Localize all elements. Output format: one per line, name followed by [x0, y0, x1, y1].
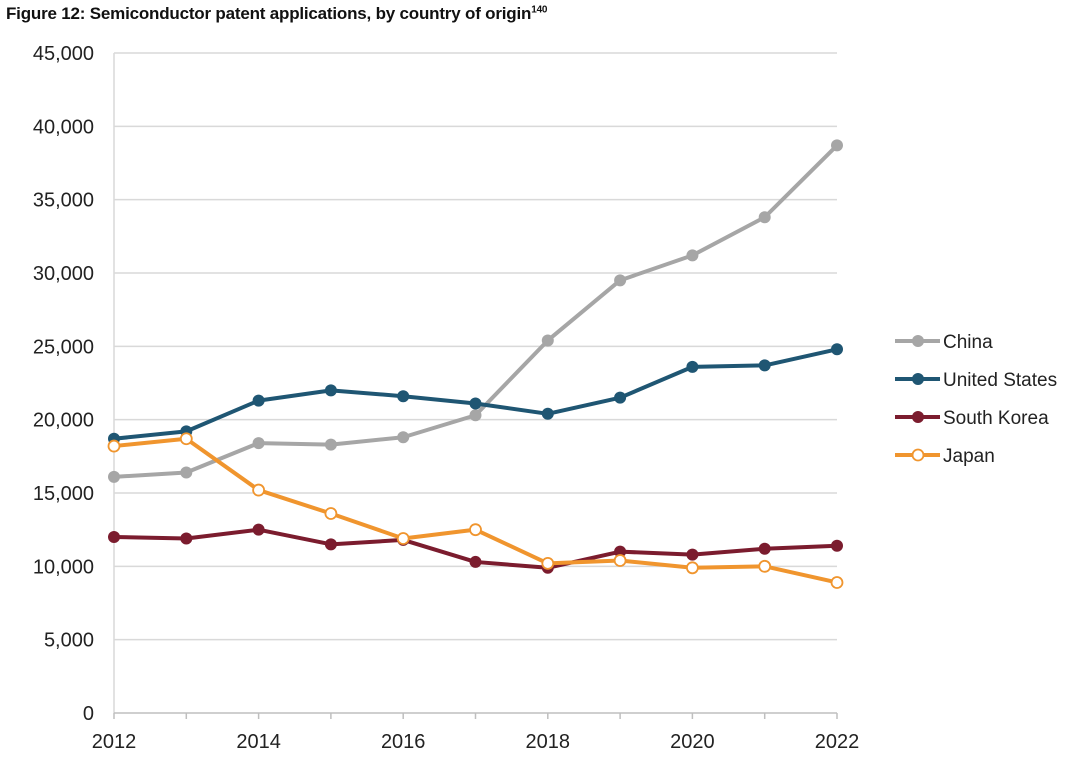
y-tick-label: 35,000	[33, 190, 94, 212]
x-tick-label: 2014	[236, 731, 281, 753]
data-point-china	[541, 334, 554, 347]
x-tick-label: 2020	[670, 731, 715, 753]
data-point-south-korea	[831, 539, 843, 552]
x-tick-label: 2012	[92, 731, 137, 753]
y-tick-label: 30,000	[33, 263, 94, 285]
data-point-south-korea	[324, 538, 337, 551]
x-tick-label: 2018	[526, 731, 571, 753]
data-point-china	[831, 139, 843, 152]
x-tick-label: 2016	[381, 731, 426, 753]
data-point-south-korea	[686, 548, 699, 561]
legend-label-japan: Japan	[943, 446, 995, 467]
data-point-japan	[830, 576, 844, 589]
data-point-south-korea	[469, 555, 482, 568]
y-tick-label: 20,000	[33, 410, 94, 432]
data-point-south-korea	[758, 542, 771, 555]
legend-marker-japan	[911, 448, 925, 462]
data-point-south-korea	[180, 532, 193, 545]
data-point-japan	[396, 532, 410, 545]
data-point-japan	[686, 561, 699, 575]
legend-label-china: China	[943, 332, 993, 353]
y-tick-label: 45,000	[33, 43, 94, 65]
data-point-japan	[469, 523, 482, 537]
y-tick-label: 25,000	[33, 336, 94, 358]
chart-title: Figure 12: Semiconductor patent applicat…	[6, 4, 547, 24]
data-point-china	[108, 470, 120, 483]
x-tick-label: 2022	[815, 731, 860, 753]
data-point-south-korea	[252, 523, 265, 536]
y-tick-label: 10,000	[33, 556, 94, 578]
data-point-japan	[613, 554, 627, 567]
y-tick-label: 40,000	[33, 116, 94, 138]
chart-title-text: Figure 12: Semiconductor patent applicat…	[6, 4, 532, 23]
data-point-south-korea	[108, 531, 120, 543]
legend-marker-united-states	[912, 373, 924, 385]
data-point-china	[758, 211, 771, 224]
data-point-united-states	[324, 384, 337, 397]
data-point-china	[614, 274, 627, 287]
data-point-japan	[107, 439, 121, 453]
series-line-china	[113, 143, 839, 479]
series-line-united-states	[113, 347, 838, 441]
data-point-united-states	[758, 359, 771, 372]
data-point-china	[686, 249, 699, 262]
data-point-china	[397, 431, 410, 444]
title-footnote: 140	[531, 4, 548, 16]
data-point-united-states	[831, 343, 843, 356]
data-point-japan	[758, 559, 772, 573]
data-point-china	[252, 437, 265, 450]
data-point-china	[180, 466, 193, 479]
data-point-united-states	[541, 407, 554, 420]
data-point-united-states	[252, 394, 265, 407]
data-point-japan	[179, 432, 193, 446]
data-point-south-korea	[614, 545, 627, 558]
data-point-china	[324, 438, 337, 451]
data-point-united-states	[686, 360, 699, 373]
y-tick-label: 5,000	[44, 630, 94, 652]
legend-label-south-korea: South Korea	[943, 408, 1049, 429]
data-point-japan	[541, 557, 555, 570]
data-point-united-states	[614, 391, 627, 404]
y-tick-label: 0	[83, 703, 94, 725]
y-tick-label: 15,000	[33, 483, 94, 505]
data-point-united-states	[397, 390, 410, 403]
data-point-china	[469, 409, 482, 422]
legend-marker-china	[912, 335, 924, 347]
data-point-united-states	[469, 397, 482, 410]
legend-marker-south-korea	[912, 411, 924, 423]
data-point-japan	[252, 483, 266, 497]
legend-label-united-states: United States	[943, 370, 1057, 391]
data-point-japan	[324, 507, 338, 520]
